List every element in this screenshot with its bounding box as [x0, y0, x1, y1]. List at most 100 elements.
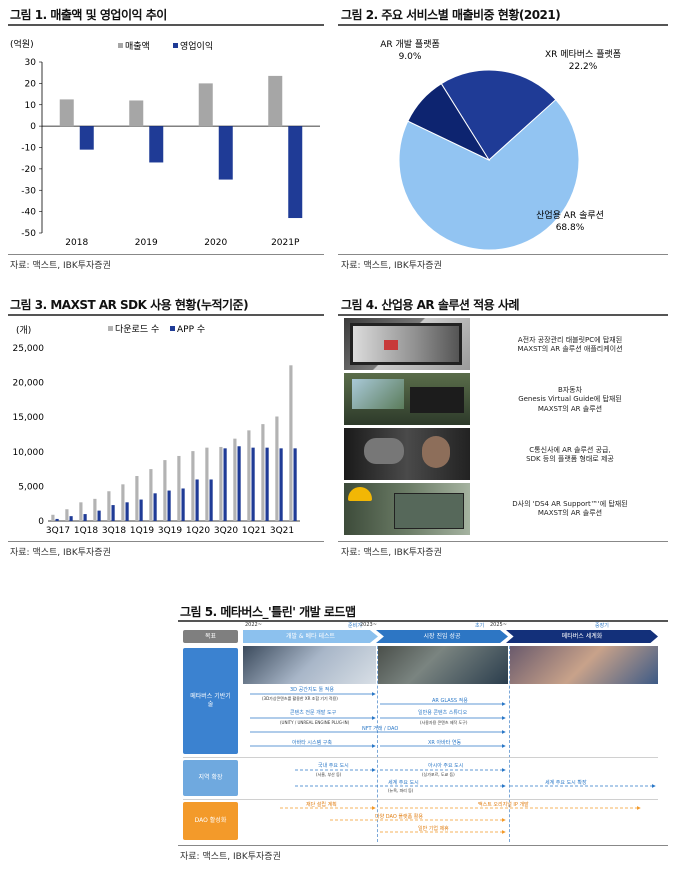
- fig3-bar-downloads-3Q19: [163, 460, 167, 521]
- fig3-xtick-label: 1Q19: [130, 526, 155, 536]
- fig3-bar-downloads-1Q20: [191, 451, 195, 521]
- item-partnership: 일반 기업 제휴: [418, 826, 449, 832]
- fig1-xtick-label: 2020: [204, 238, 227, 248]
- fig3-bar-apps-4Q19: [181, 488, 185, 521]
- case2-caption-line1: B자동차: [557, 386, 583, 394]
- case1-caption: A전자 공장관리 태블릿PC에 탑재된 MAXST의 AR 솔루션 애플리케이션: [478, 336, 662, 355]
- fig1-bar-op-2019: [149, 126, 164, 163]
- fig2-slice-0: [440, 69, 557, 161]
- fig3-bar-apps-3Q21: [279, 448, 283, 521]
- phase1-year: 2022~: [245, 622, 262, 628]
- fig3-xtick-label: 3Q21: [270, 526, 294, 536]
- fig3-ytick-label: 5,000: [18, 482, 44, 492]
- case3-caption-line1: C통신사에 AR 솔루션 공급,: [529, 446, 611, 454]
- fig2-chart: XR 메타버스 플랫폼 22.2% 산업용 AR 솔루션 68.8% AR 개발 플랫폼…: [380, 39, 621, 250]
- fig1-xtick-label: 2019: [135, 238, 158, 248]
- fig3-bar-downloads-2Q21: [261, 424, 265, 521]
- fig3-legend-swatch: [108, 326, 113, 331]
- fig4-title: 그림 4. 산업용 AR 솔루션 적용 사례: [341, 298, 519, 312]
- fig3-bar-downloads-4Q20: [233, 438, 237, 521]
- fig3-xtick-label: 3Q20: [214, 526, 239, 536]
- fig3-bar-apps-3Q17: [55, 518, 59, 521]
- fig1-bar-revenue-2019: [129, 100, 144, 127]
- fig2-source: 자료: 맥스트, IBK투자증권: [341, 261, 442, 271]
- fig1-ytick-label: 0: [30, 122, 36, 132]
- fig1-ytick-label: -30: [21, 186, 36, 196]
- item-ip: 맥스트 오리지널 IP 개발: [478, 802, 529, 808]
- case2-image: [344, 373, 470, 425]
- case4-caption: D사의 'DS4 AR Support™'에 탑재된 MAXST의 AR 솔루션: [478, 500, 662, 519]
- fig3-bar-downloads-4Q21: [289, 365, 293, 521]
- fig2-slice-pct: 22.2%: [569, 62, 598, 72]
- fig1-legend-label: 매출액: [125, 40, 150, 52]
- case4-image: [344, 483, 470, 535]
- item-korea-sub: (서울, 부산 등): [316, 772, 342, 777]
- fig1-chart: (억원) 30 20 10 0 -10 -20 -30 -40 -50 2018 2019 2020 20…: [10, 38, 320, 248]
- case4-helmet: [348, 487, 372, 501]
- case3-image: [344, 428, 470, 480]
- item-world: 세계 주요 도시: [388, 780, 419, 786]
- fig1-unit: (억원): [10, 38, 34, 50]
- case1-marker: [384, 340, 398, 350]
- phase1-term: 준비기: [348, 623, 362, 629]
- fig3-bar-apps-3Q19: [167, 490, 171, 521]
- fig3-bar-downloads-2Q19: [149, 469, 153, 521]
- phase2-banner: 시장 진입 성공: [376, 630, 508, 643]
- phase1-photo: [243, 646, 376, 684]
- fig1-xtick-label: 2021P: [271, 238, 300, 248]
- fig3-bar-downloads-1Q18: [79, 502, 83, 521]
- phase-divider-1: [377, 646, 378, 842]
- fig3-bar-apps-4Q20: [237, 446, 241, 521]
- fig3-xtick-label: 3Q19: [158, 526, 183, 536]
- fig5-top-rule: [178, 620, 668, 622]
- fig1-source: 자료: 맥스트, IBK투자증권: [10, 261, 111, 271]
- fig3-bar-downloads-3Q18: [107, 491, 111, 521]
- fig1-legend-label: 영업이익: [180, 40, 213, 52]
- fig3-unit: (개): [16, 325, 31, 336]
- fig3-bar-apps-4Q17: [69, 516, 73, 521]
- item-foundation: 재단 설립 계획: [306, 802, 337, 808]
- row-tech-label: 메타버스 기반기술: [183, 648, 238, 754]
- fig3-legend-label: APP 수: [177, 324, 205, 335]
- fig3-bar-downloads-4Q18: [121, 484, 125, 521]
- fig2-top-rule: [338, 24, 668, 26]
- fig3-bar-downloads-1Q21: [247, 430, 251, 521]
- fig1-legend-swatch: [118, 43, 123, 48]
- item-dev-tool: 콘텐츠 전문 개발 도구: [290, 710, 337, 716]
- fig5-title: 그림 5. 메타버스_'틀린' 개발 로드맵: [180, 605, 356, 619]
- fig3-legend-swatch: [170, 326, 175, 331]
- case2-caption-line3: MAXST의 AR 솔루션: [537, 404, 603, 413]
- fig3-bar-downloads-2Q20: [205, 447, 209, 521]
- fig3-bar-apps-3Q20: [223, 448, 227, 521]
- case4-caption-line2: MAXST의 AR 솔루션: [537, 509, 603, 518]
- fig1-bottom-rule: [8, 254, 324, 255]
- fig3-xtick-label: 3Q17: [46, 526, 70, 536]
- fig3-ytick-label: 25,000: [13, 344, 45, 354]
- fig1-bar-op-2018: [79, 126, 94, 150]
- phase3-banner: 메타버스 세계화: [506, 630, 658, 643]
- item-dao-platform: 다양 DAO 플랫폼 활용: [375, 814, 423, 820]
- fig3-bar-apps-4Q18: [125, 502, 129, 521]
- case2-caption-line2: Genesis Virtual Guide에 탑재된: [518, 395, 622, 404]
- item-3d-map-sub: (3D가상콘텐츠를 활용한 XR 조합 기기 적용): [262, 696, 338, 701]
- item-xr-avatar: XR 아바타 연동: [428, 740, 462, 746]
- fig3-ytick-label: 10,000: [13, 448, 45, 458]
- case2-dashboard: [410, 387, 464, 413]
- case1-caption-line1: A전자 공장관리 태블릿PC에 탑재된: [517, 336, 623, 344]
- item-world-sub: (뉴욕, 파리 등): [388, 788, 414, 793]
- fig1-bar-revenue-2018: [59, 99, 74, 127]
- item-studio-sub: (사용자용 콘텐츠 제작 도구): [420, 720, 468, 725]
- phase3-year: 2025~: [490, 622, 507, 628]
- fig1-bar-op-2021P: [288, 126, 303, 219]
- fig1-legend-swatch: [173, 43, 178, 48]
- case3-face: [422, 436, 450, 468]
- item-korea: 국내 주요 도시: [318, 763, 349, 769]
- fig2-slice-label: AR 개발 플랫폼: [380, 39, 440, 50]
- item-dev-tool-sub: (UNITY / UNREAL ENGINE PLUG-IN): [280, 720, 350, 725]
- fig4-source: 자료: 맥스트, IBK투자증권: [341, 548, 442, 558]
- fig1-bar-op-2020: [218, 126, 233, 180]
- fig1-top-rule: [8, 24, 324, 26]
- fig3-bar-apps-2Q21: [265, 447, 269, 521]
- fig3-bar-downloads-3Q17: [51, 514, 55, 521]
